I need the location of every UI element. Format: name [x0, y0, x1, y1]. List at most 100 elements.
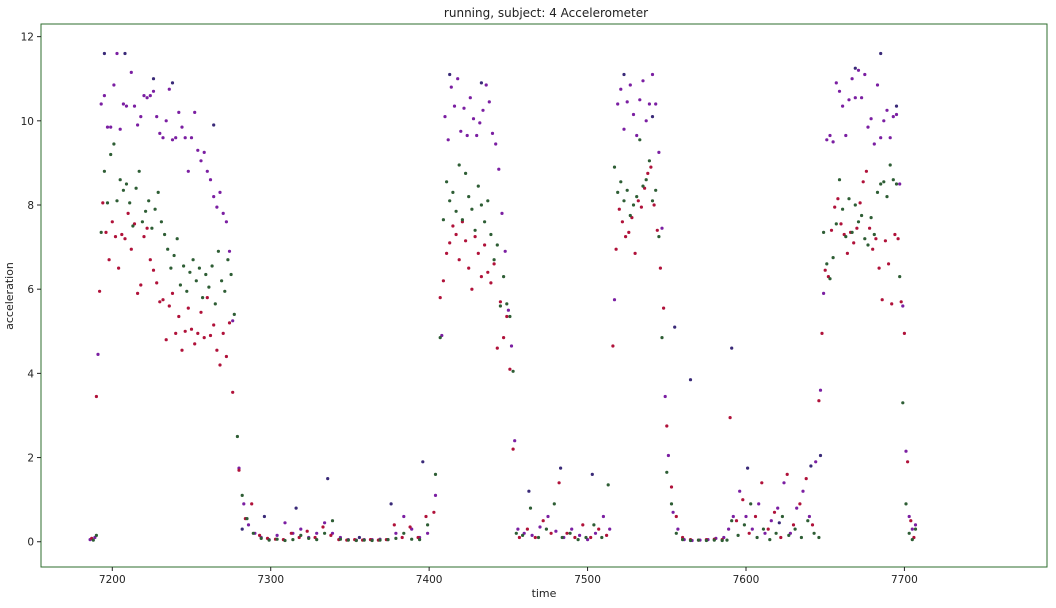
data-point: [394, 531, 398, 535]
data-point: [611, 344, 615, 348]
data-point: [421, 460, 425, 464]
data-point: [834, 81, 838, 85]
data-point: [646, 171, 650, 175]
data-point: [844, 133, 848, 138]
data-point: [402, 514, 406, 519]
data-point: [576, 538, 580, 542]
data-point: [834, 222, 838, 226]
data-point: [619, 180, 623, 184]
data-point: [633, 251, 637, 255]
data-point: [107, 258, 111, 262]
data-point: [158, 131, 162, 135]
data-point: [161, 298, 165, 302]
data-point: [910, 527, 914, 531]
data-point: [182, 264, 186, 268]
x-tick-label: 7200: [99, 574, 126, 586]
x-axis-label: time: [532, 587, 557, 600]
data-point: [498, 304, 502, 308]
data-point: [267, 538, 271, 542]
data-point: [196, 148, 200, 152]
data-point: [831, 140, 835, 144]
data-point: [541, 519, 545, 523]
data-point: [132, 104, 137, 108]
data-point: [144, 209, 148, 213]
data-point: [810, 523, 815, 527]
data-point: [644, 119, 648, 123]
data-point: [98, 289, 102, 293]
chart-title: running, subject: 4 Accelerometer: [444, 6, 648, 20]
data-point: [473, 228, 477, 232]
data-point: [205, 169, 209, 173]
data-point: [394, 536, 398, 541]
data-point: [170, 138, 175, 142]
data-point: [459, 129, 463, 133]
data-point: [478, 121, 482, 125]
data-point: [644, 178, 648, 182]
data-point: [468, 96, 472, 100]
data-point: [118, 178, 122, 182]
data-point: [227, 249, 232, 253]
data-point: [898, 182, 902, 186]
data-point: [853, 66, 857, 70]
data-point: [829, 228, 834, 232]
y-tick-label: 2: [27, 453, 34, 465]
data-point: [502, 336, 506, 340]
data-point: [224, 354, 228, 359]
data-point: [536, 535, 541, 540]
data-point: [866, 243, 870, 247]
data-point: [814, 460, 818, 464]
data-point: [620, 220, 625, 224]
data-point: [441, 279, 445, 283]
data-point: [139, 115, 143, 119]
data-point: [853, 96, 857, 100]
data-point: [218, 363, 222, 367]
data-point: [457, 258, 461, 262]
data-point: [189, 136, 194, 140]
data-point: [894, 104, 899, 108]
data-point: [639, 205, 644, 209]
data-point: [681, 538, 685, 542]
data-point: [896, 237, 900, 241]
data-point: [817, 399, 821, 403]
data-point: [505, 314, 509, 319]
data-point: [841, 104, 845, 108]
y-tick-label: 10: [21, 116, 34, 128]
data-point: [202, 150, 206, 154]
data-point: [129, 70, 133, 74]
data-point: [885, 195, 889, 199]
data-point: [757, 502, 761, 506]
data-point: [894, 182, 899, 186]
data-point: [799, 535, 804, 540]
data-point: [193, 110, 197, 114]
data-point: [169, 266, 173, 270]
data-point: [888, 136, 892, 140]
data-point: [769, 519, 773, 523]
data-point: [871, 247, 875, 251]
data-point: [874, 237, 878, 241]
data-point: [673, 325, 677, 329]
data-point: [189, 327, 194, 331]
data-point: [818, 388, 823, 392]
data-point: [780, 514, 785, 519]
plot-frame: [40, 23, 1048, 568]
data-point: [845, 251, 850, 255]
data-point: [470, 207, 474, 211]
data-point: [882, 119, 886, 123]
data-point: [625, 100, 629, 104]
data-point: [136, 123, 140, 127]
data-point: [749, 502, 753, 506]
data-point: [315, 538, 319, 542]
data-point: [495, 243, 499, 247]
data-point: [389, 502, 393, 506]
data-point: [164, 338, 168, 342]
data-point: [831, 256, 835, 260]
data-point: [495, 346, 499, 350]
data-point: [825, 138, 829, 142]
data-point: [731, 514, 735, 519]
data-point: [704, 538, 709, 543]
data-point: [774, 531, 778, 535]
data-point: [902, 331, 907, 335]
data-point: [378, 538, 382, 542]
data-point: [362, 538, 366, 542]
data-point: [554, 529, 558, 533]
